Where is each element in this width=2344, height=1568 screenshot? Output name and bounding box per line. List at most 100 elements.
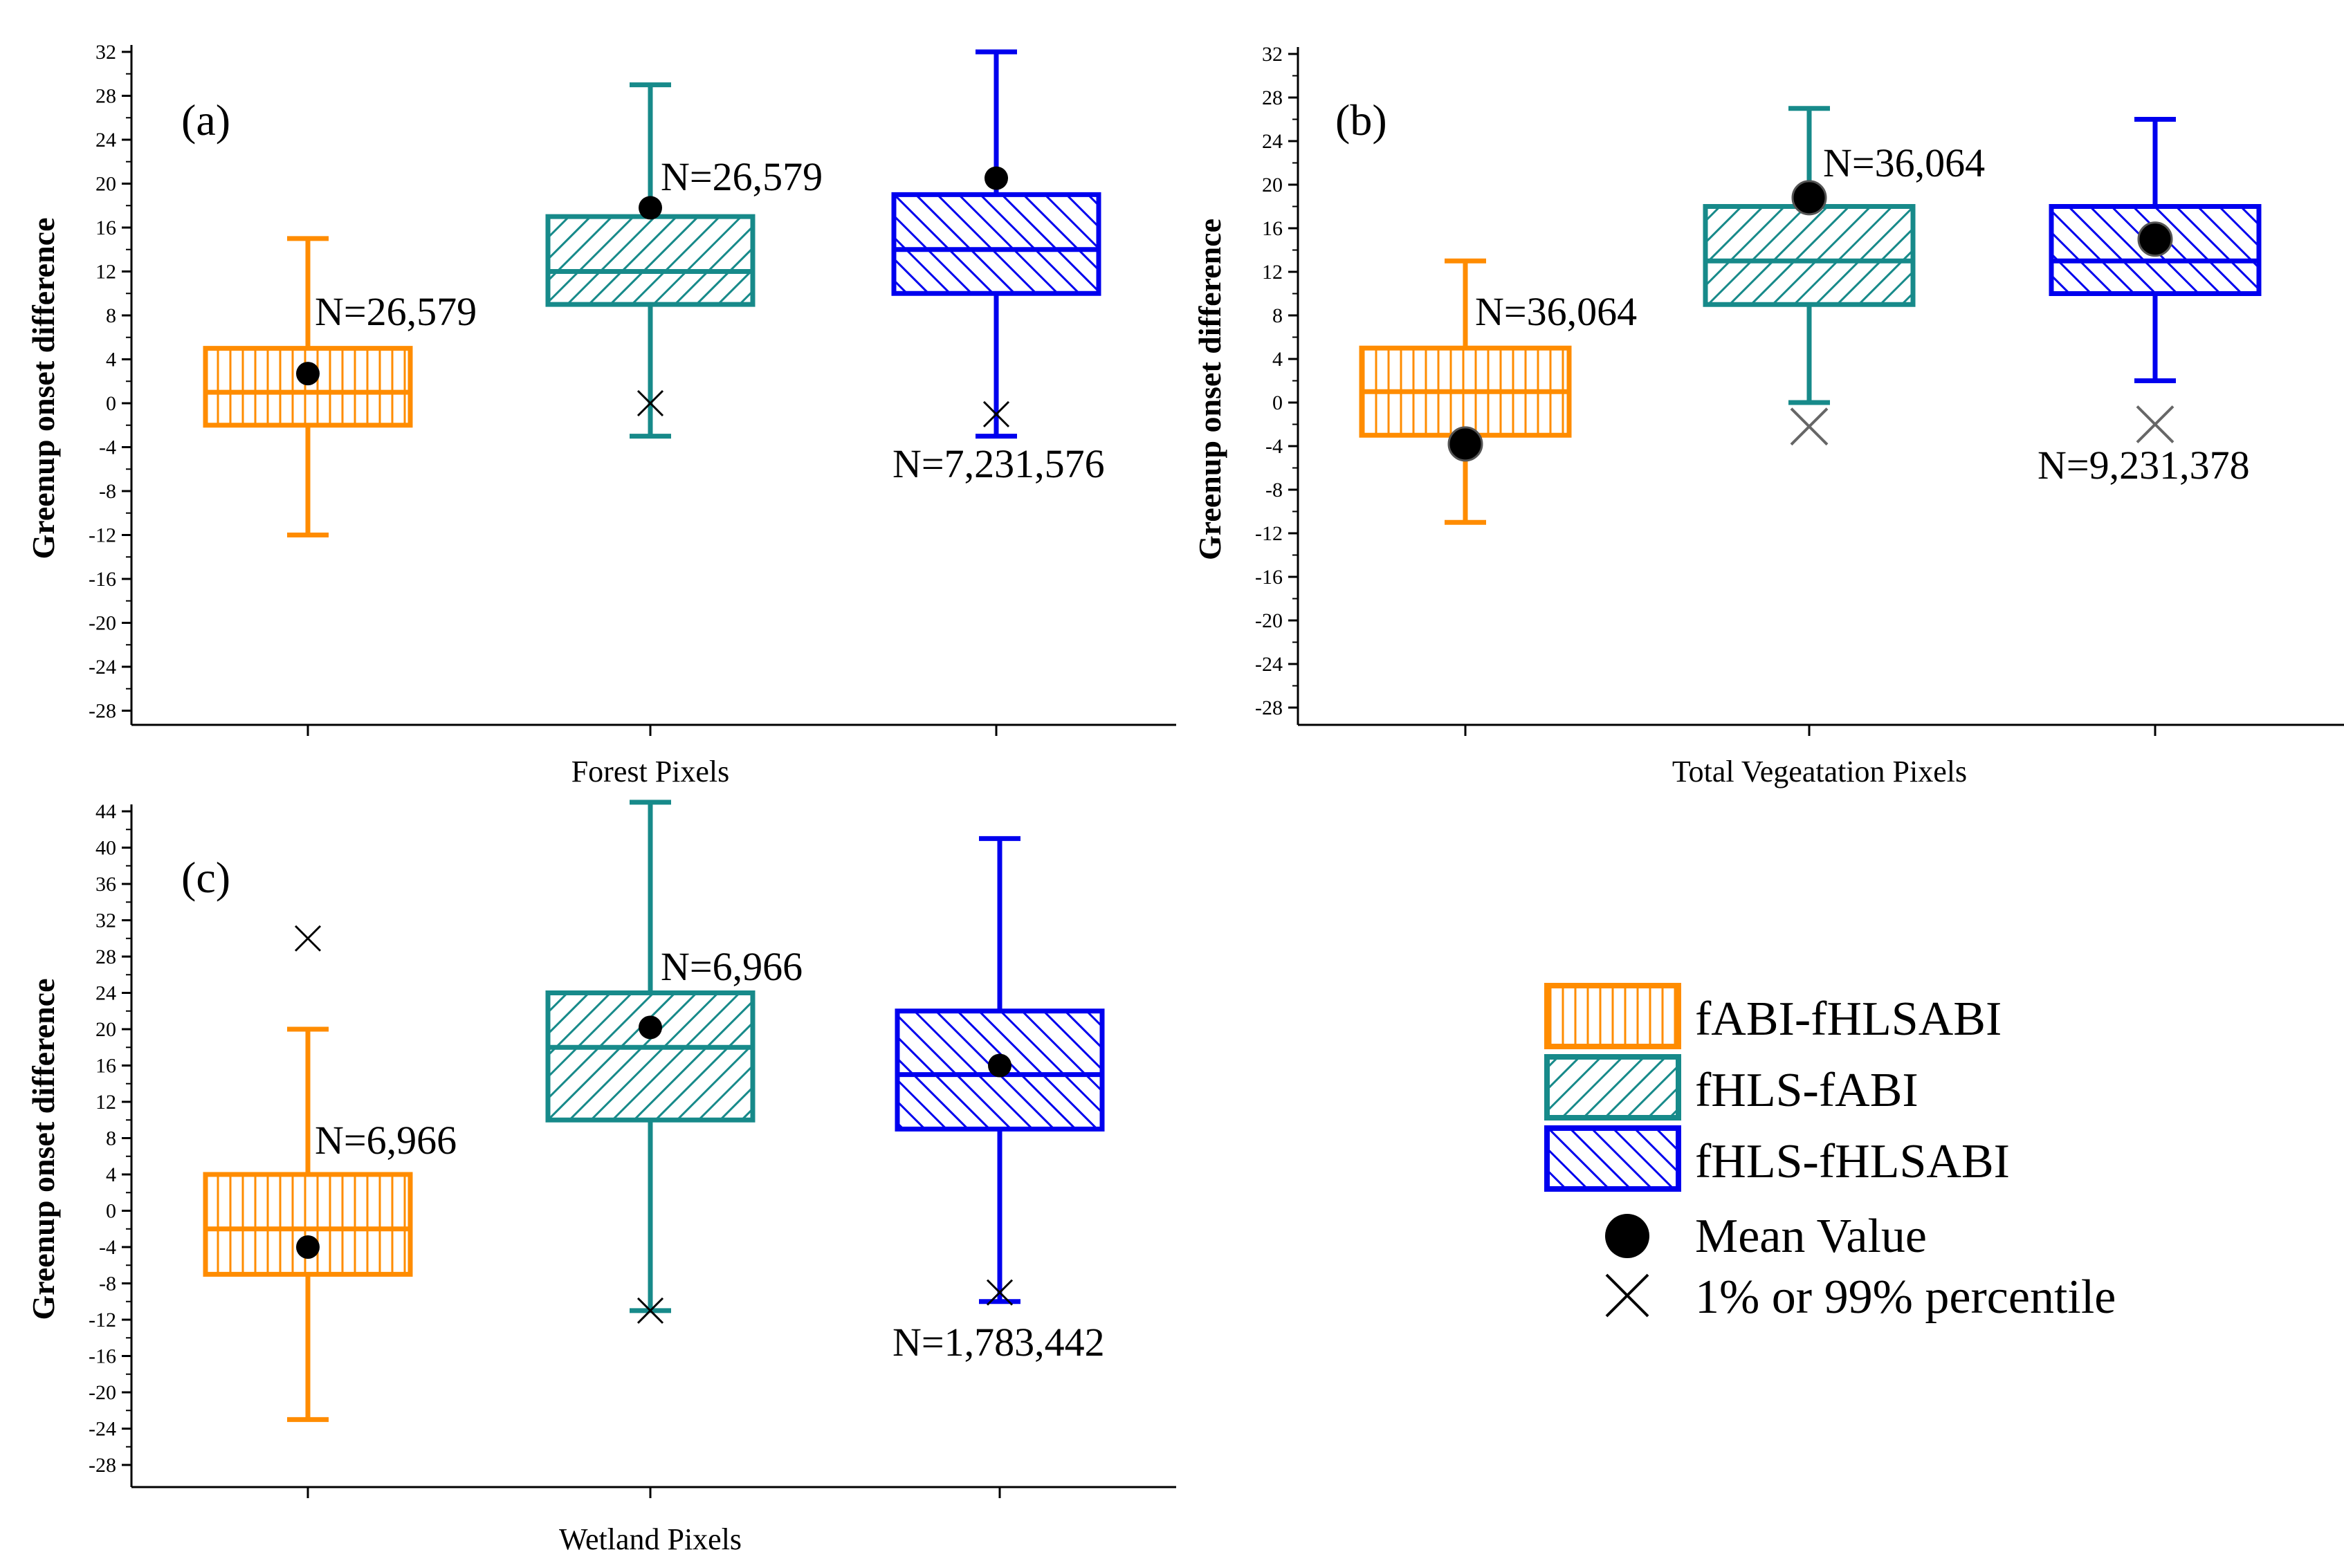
percentile-marker-b-fhls-fabi [1790,407,1829,446]
y-tick-label-c: 0 [106,1200,116,1223]
y-axis-label-c: Greenup onset difference [26,978,61,1320]
y-tick-label-a: -20 [89,612,116,635]
y-tick-label-b: -4 [1265,435,1283,458]
legend-entry-fabi-fhlsabi: fABI-fHLSABI [1544,983,2002,1049]
y-tick-label-a: 4 [106,349,116,371]
legend: fABI-fHLSABI fHLS-fABI fHLS-fHLSABI Mean… [1544,983,2116,1324]
y-tick-label-c: 40 [95,837,116,860]
legend-swatch-fabi-fhlsabi [1544,983,1681,1049]
n-label-c-fabi-fhlsabi: N=6,966 [315,1118,457,1163]
percentile-stroke-b-fhls-fhlsabi [2136,405,2174,443]
mean-marker-a-fabi-fhlsabi [296,362,320,386]
panel-label-c: (c) [181,853,230,902]
mean-marker-c-fabi-fhlsabi [296,1235,320,1259]
y-tick-label-c: -4 [99,1236,116,1259]
iqr-box-a-fabi-fhlsabi [203,346,413,428]
y-axis-label-a: Greenup onset difference [26,217,61,559]
legend-entry-fhls-fhlsabi: fHLS-fHLSABI [1544,1125,2010,1192]
n-label-b-fhls-fhlsabi: N=9,231,378 [2038,443,2250,488]
y-tick-label-c: 16 [95,1055,116,1078]
y-tick-label-c: -12 [89,1309,116,1331]
y-tick-label-c: -28 [89,1454,116,1477]
legend-percentile-marker [1605,1273,1649,1318]
legend-entry-fhls-fabi: fHLS-fABI [1544,1054,1919,1120]
legend-entry-mean: Mean Value [1605,1210,1927,1263]
percentile-marker-c-fhls-fabi [637,1297,664,1324]
y-tick-label-b: -24 [1255,653,1283,676]
percentile-stroke-c-fhls-fabi [637,1297,664,1324]
y-axis-label-b: Greenup onset difference [1192,219,1227,560]
y-tick-label-b: 24 [1262,130,1283,153]
percentile-stroke-b-fhls-fabi [1790,407,1829,446]
y-tick-label-b: 16 [1262,217,1283,240]
y-tick-label-a: 0 [106,392,116,415]
y-tick-label-b: -8 [1265,479,1283,501]
n-label-a-fhls-fhlsabi: N=7,231,576 [892,441,1105,486]
y-tick-label-c: 36 [95,873,116,896]
y-tick-label-c: -8 [99,1273,116,1295]
y-tick-label-c: 32 [95,910,116,932]
y-tick-label-c: 20 [95,1018,116,1041]
y-tick-label-c: 8 [106,1127,116,1150]
n-label-c-fhls-fabi: N=6,966 [661,944,803,989]
mean-marker-c-fhls-fabi [639,1015,662,1040]
x-axis-label-a: Forest Pixels [571,755,730,788]
percentile-stroke-c-fabi-fhlsabi [294,925,322,952]
y-tick-label-c: -20 [89,1381,116,1404]
y-tick-label-a: -8 [99,480,116,503]
box-b-fhls-fabi: N=36,064 [1703,106,1985,446]
box-c-fhls-fabi: N=6,966 [545,800,803,1324]
panel-c: 444036322824201612840-4-8-12-16-20-24-28… [26,800,1176,1556]
box-a-fhls-fabi: N=26,579 [545,82,823,439]
y-tick-label-b: 4 [1272,348,1283,371]
y-tick-label-a: -28 [89,700,116,723]
legend-label-percentile: 1% or 99% percentile [1695,1271,2116,1324]
iqr-box-a-fhls-fabi [545,214,756,307]
iqr-box-c-fabi-fhlsabi [203,1172,413,1277]
mean-marker-b-fhls-fabi [1791,180,1827,216]
y-tick-label-b: 0 [1272,391,1283,414]
y-tick-label-a: 28 [95,85,116,108]
percentile-marker-a-fhls-fabi [637,389,664,417]
mean-marker-a-fhls-fabi [639,196,662,220]
box-a-fabi-fhlsabi: N=26,579 [203,236,477,537]
n-label-b-fhls-fabi: N=36,064 [1823,140,1985,185]
y-tick-label-c: 12 [95,1091,116,1114]
y-tick-label-a: 20 [95,173,116,196]
y-tick-label-a: -24 [89,656,116,679]
y-tick-label-b: 12 [1262,261,1283,284]
percentile-stroke-c-fhls-fhlsabi [986,1279,1014,1306]
y-tick-label-b: 28 [1262,86,1283,109]
percentile-stroke-a-fhls-fabi [637,389,664,417]
y-tick-label-b: 32 [1262,43,1283,66]
y-tick-label-a: 12 [95,261,116,284]
mean-marker-b-fabi-fhlsabi [1447,426,1483,462]
n-label-a-fhls-fabi: N=26,579 [661,154,823,199]
percentile-marker-c-fhls-fhlsabi [986,1279,1014,1306]
y-tick-label-c: 24 [95,982,116,1005]
y-tick-label-c: -16 [89,1345,116,1368]
y-tick-label-a: 16 [95,216,116,239]
panel-label-b: (b) [1335,95,1387,145]
x-axis-label-b: Total Vegeatation Pixels [1672,755,1967,788]
y-tick-label-b: 8 [1272,304,1283,327]
panel-b: 32 28 24 20 16 12 8 4 0 -4 -8 -12 -16 -20 -24 -28 Greenu… [1192,43,2344,788]
legend-label-fhls-fhlsabi: fHLS-fHLSABI [1695,1135,2010,1188]
y-tick-label-b: -20 [1255,609,1283,632]
y-tick-label-a: 8 [106,304,116,327]
y-tick-label-a: 32 [95,41,116,64]
y-tick-label-c: -24 [89,1418,116,1441]
n-label-c-fhls-fhlsabi: N=1,783,442 [892,1320,1105,1365]
y-tick-label-b: 20 [1262,174,1283,196]
y-tick-label-c: 4 [106,1163,116,1186]
n-label-b-fabi-fhlsabi: N=36,064 [1475,289,1637,334]
iqr-box-a-fhls-fhlsabi [891,192,1101,296]
iqr-box-b-fhls-fabi [1703,204,1916,307]
box-c-fhls-fhlsabi: N=1,783,442 [892,836,1105,1365]
iqr-box-c-fhls-fabi [545,990,756,1123]
y-tick-label-a: -4 [99,436,116,459]
y-tick-label-a: -16 [89,568,116,591]
box-b-fabi-fhlsabi: N=36,064 [1359,258,1637,525]
mean-marker-c-fhls-fhlsabi [988,1053,1011,1078]
